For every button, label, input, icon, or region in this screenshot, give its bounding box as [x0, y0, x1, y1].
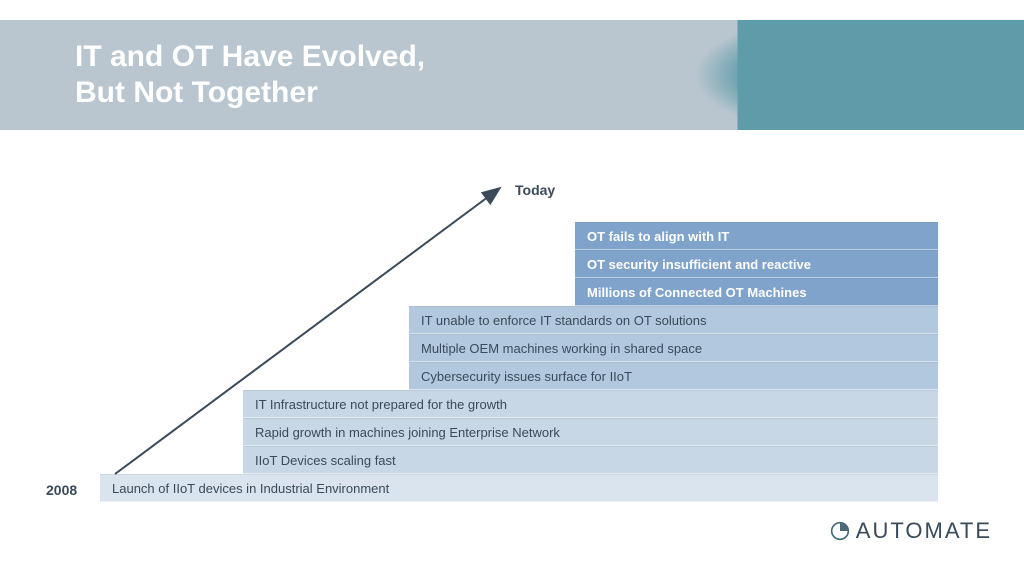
timeline-chart: 2008 Today Launch of IIoT devices in Ind… [40, 170, 984, 502]
title-line-1: IT and OT Have Evolved, [75, 40, 425, 73]
brand-name: AUTOMATE [856, 518, 992, 544]
brand-logo-icon [830, 521, 850, 541]
trend-arrow [40, 170, 984, 502]
slide-title: IT and OT Have Evolved, But Not Together [75, 39, 425, 111]
title-banner: IT and OT Have Evolved, But Not Together [0, 20, 1024, 130]
title-line-2: But Not Together [75, 76, 318, 109]
brand-footer: AUTOMATE [830, 518, 992, 544]
